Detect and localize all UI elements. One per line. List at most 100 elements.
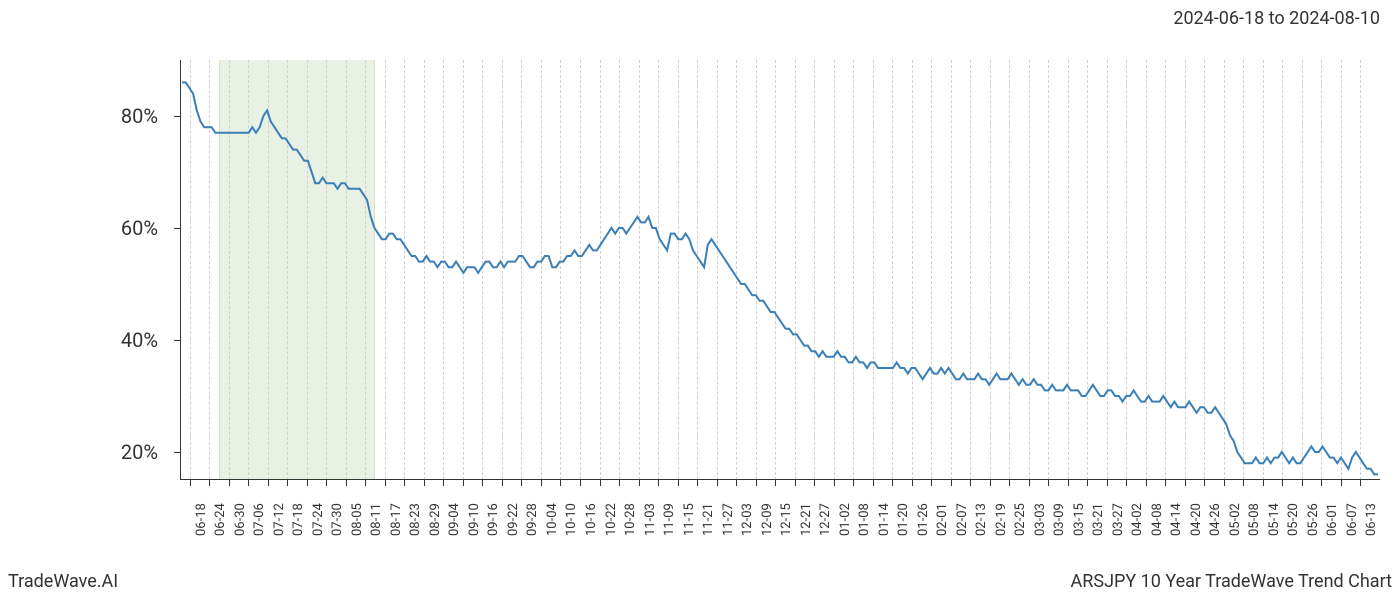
x-tick-label: 04-20 xyxy=(1189,503,1204,536)
x-tick-label: 08-11 xyxy=(369,503,384,536)
y-tick-label: 40% xyxy=(121,328,158,352)
x-tick-mark xyxy=(678,480,679,486)
x-tick-mark xyxy=(482,480,483,486)
x-tick-mark xyxy=(1029,480,1030,486)
x-tick-mark xyxy=(990,480,991,486)
x-tick-label: 10-10 xyxy=(564,503,579,536)
y-tick-mark xyxy=(174,340,180,341)
x-tick-mark xyxy=(1087,480,1088,486)
x-axis-line xyxy=(180,479,1380,480)
x-tick-mark xyxy=(814,480,815,486)
x-tick-mark xyxy=(775,480,776,486)
x-tick-label: 02-01 xyxy=(935,503,950,536)
brand-label: TradeWave.AI xyxy=(8,571,118,592)
x-tick-mark xyxy=(619,480,620,486)
x-tick-label: 02-19 xyxy=(994,503,1009,536)
x-tick-label: 09-28 xyxy=(525,503,540,536)
x-tick-mark xyxy=(1107,480,1108,486)
x-tick-label: 03-03 xyxy=(1033,503,1048,536)
x-tick-label: 06-07 xyxy=(1345,503,1360,536)
x-tick-label: 11-21 xyxy=(701,503,716,536)
x-tick-label: 09-04 xyxy=(447,503,462,536)
x-tick-mark xyxy=(912,480,913,486)
y-tick-label: 20% xyxy=(121,440,158,464)
x-tick-label: 02-25 xyxy=(1013,503,1028,536)
x-tick-label: 12-27 xyxy=(818,503,833,536)
x-tick-mark xyxy=(970,480,971,486)
x-tick-label: 04-14 xyxy=(1169,503,1184,536)
chart-title: ARSJPY 10 Year TradeWave Trend Chart xyxy=(1071,571,1392,592)
x-tick-label: 04-08 xyxy=(1150,503,1165,536)
x-tick-mark xyxy=(1009,480,1010,486)
x-tick-label: 09-16 xyxy=(486,503,501,536)
x-tick-label: 12-03 xyxy=(740,503,755,536)
x-tick-mark xyxy=(873,480,874,486)
x-tick-mark xyxy=(951,480,952,486)
y-tick-label: 60% xyxy=(121,216,158,240)
x-tick-label: 06-30 xyxy=(233,503,248,536)
x-tick-mark xyxy=(287,480,288,486)
x-tick-mark xyxy=(268,480,269,486)
x-tick-mark xyxy=(443,480,444,486)
x-tick-mark xyxy=(463,480,464,486)
y-tick-mark xyxy=(174,452,180,453)
x-tick-mark xyxy=(658,480,659,486)
x-tick-label: 05-14 xyxy=(1267,503,1282,536)
x-tick-mark xyxy=(1126,480,1127,486)
x-tick-mark xyxy=(404,480,405,486)
x-tick-label: 02-13 xyxy=(974,503,989,536)
x-tick-label: 10-16 xyxy=(584,503,599,536)
x-tick-label: 01-14 xyxy=(877,503,892,536)
x-tick-mark xyxy=(521,480,522,486)
x-tick-mark xyxy=(580,480,581,486)
x-tick-mark xyxy=(717,480,718,486)
x-tick-mark xyxy=(307,480,308,486)
x-tick-label: 08-29 xyxy=(428,503,443,536)
x-tick-mark xyxy=(1048,480,1049,486)
x-tick-mark xyxy=(1146,480,1147,486)
series-line xyxy=(182,82,1378,474)
y-tick-mark xyxy=(174,116,180,117)
x-tick-label: 07-12 xyxy=(272,503,287,536)
x-tick-label: 06-13 xyxy=(1364,503,1379,536)
y-tick-mark xyxy=(174,228,180,229)
x-tick-label: 07-06 xyxy=(252,503,267,536)
x-tick-label: 11-27 xyxy=(721,503,736,536)
x-axis: 06-1806-2406-3007-0607-1207-1807-2407-30… xyxy=(180,488,1380,558)
x-tick-label: 05-20 xyxy=(1286,503,1301,536)
x-tick-label: 04-26 xyxy=(1208,503,1223,536)
x-tick-mark xyxy=(834,480,835,486)
x-tick-mark xyxy=(795,480,796,486)
x-tick-label: 12-09 xyxy=(760,503,775,536)
x-tick-mark xyxy=(190,480,191,486)
x-tick-label: 05-08 xyxy=(1247,503,1262,536)
x-tick-label: 08-17 xyxy=(389,503,404,536)
x-tick-label: 01-20 xyxy=(896,503,911,536)
x-tick-label: 06-24 xyxy=(213,503,228,536)
line-chart-svg xyxy=(180,60,1380,480)
x-tick-label: 10-04 xyxy=(545,503,560,536)
x-tick-label: 11-03 xyxy=(643,503,658,536)
x-tick-mark xyxy=(560,480,561,486)
x-tick-label: 07-30 xyxy=(330,503,345,536)
x-tick-label: 03-27 xyxy=(1111,503,1126,536)
x-tick-mark xyxy=(365,480,366,486)
x-tick-mark xyxy=(385,480,386,486)
x-tick-label: 11-09 xyxy=(662,503,677,536)
x-tick-label: 06-18 xyxy=(194,503,209,536)
x-tick-label: 11-15 xyxy=(682,503,697,536)
y-axis-line xyxy=(180,60,181,480)
x-tick-mark xyxy=(1165,480,1166,486)
x-tick-mark xyxy=(502,480,503,486)
x-tick-label: 01-26 xyxy=(916,503,931,536)
x-tick-label: 12-15 xyxy=(779,503,794,536)
x-tick-label: 07-24 xyxy=(311,503,326,536)
y-axis: 20%40%60%80% xyxy=(0,60,170,480)
x-tick-mark xyxy=(697,480,698,486)
x-tick-mark xyxy=(1263,480,1264,486)
x-tick-label: 03-09 xyxy=(1052,503,1067,536)
x-tick-mark xyxy=(1341,480,1342,486)
x-tick-mark xyxy=(326,480,327,486)
x-tick-mark xyxy=(1302,480,1303,486)
x-tick-mark xyxy=(736,480,737,486)
